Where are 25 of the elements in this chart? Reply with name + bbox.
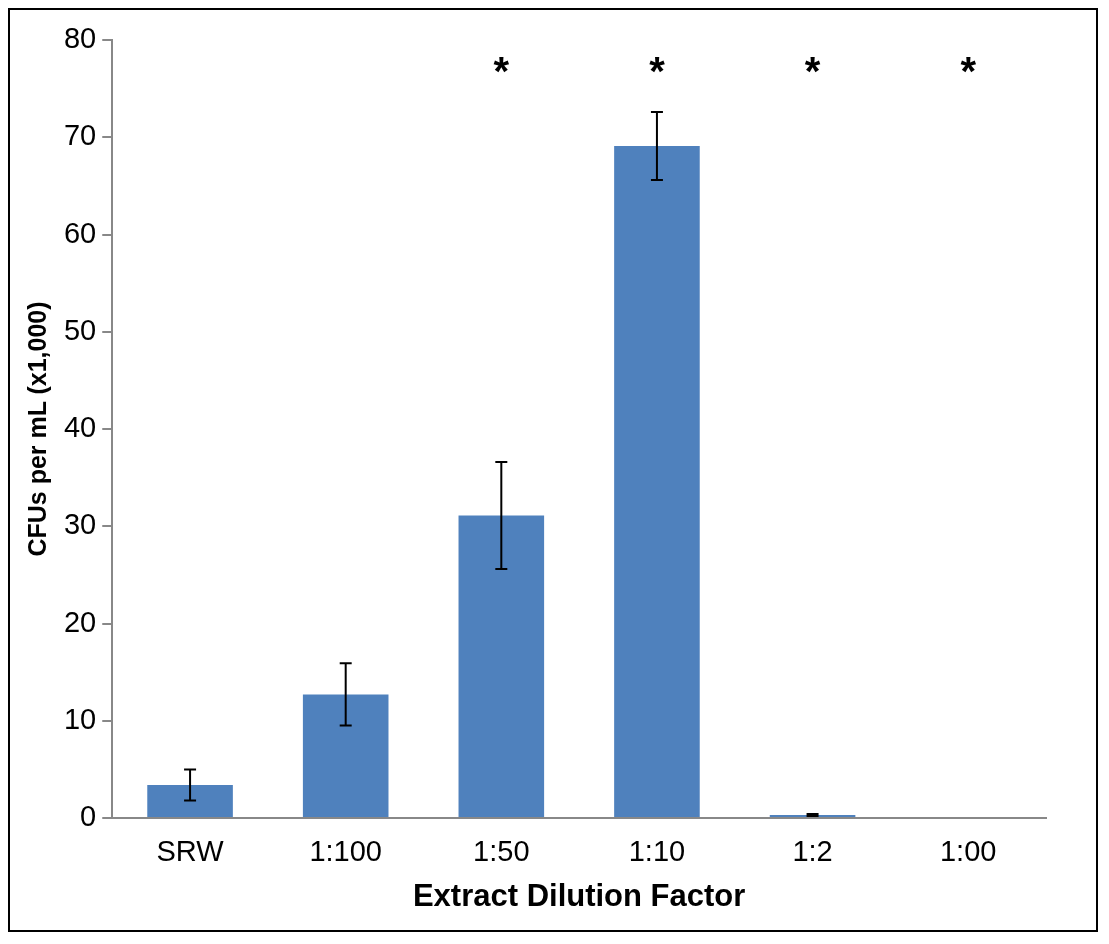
y-tick-label: 30 <box>63 508 97 541</box>
annotation: * <box>649 49 666 94</box>
x-axis-title: Extract Dilution Factor <box>412 877 746 913</box>
bar <box>614 146 700 817</box>
x-tick-label: 1:50 <box>473 835 530 868</box>
annotation: * <box>493 49 510 94</box>
y-axis-title: CFUs per mL (x1,000) <box>22 301 51 557</box>
y-tick-label: 10 <box>63 702 97 735</box>
y-tick-label: 50 <box>63 313 97 346</box>
x-tick-label: 1:2 <box>792 835 833 868</box>
x-tick-label: 1:100 <box>309 835 382 868</box>
x-tick-label: 1:10 <box>628 835 686 868</box>
bar <box>458 515 545 817</box>
annotation: * <box>804 49 821 94</box>
y-tick-label: 60 <box>63 216 97 249</box>
y-tick-label: 80 <box>63 22 97 54</box>
x-tick-label: SRW <box>156 835 225 868</box>
y-tick-label: 70 <box>63 119 97 152</box>
y-tick-label: 20 <box>63 605 97 638</box>
bar <box>147 784 233 817</box>
x-tick-label: 1:00 <box>939 835 997 868</box>
bar <box>302 694 389 817</box>
y-tick-label: 40 <box>63 411 97 443</box>
annotation: * <box>960 49 977 94</box>
y-tick-label: 0 <box>80 800 97 832</box>
